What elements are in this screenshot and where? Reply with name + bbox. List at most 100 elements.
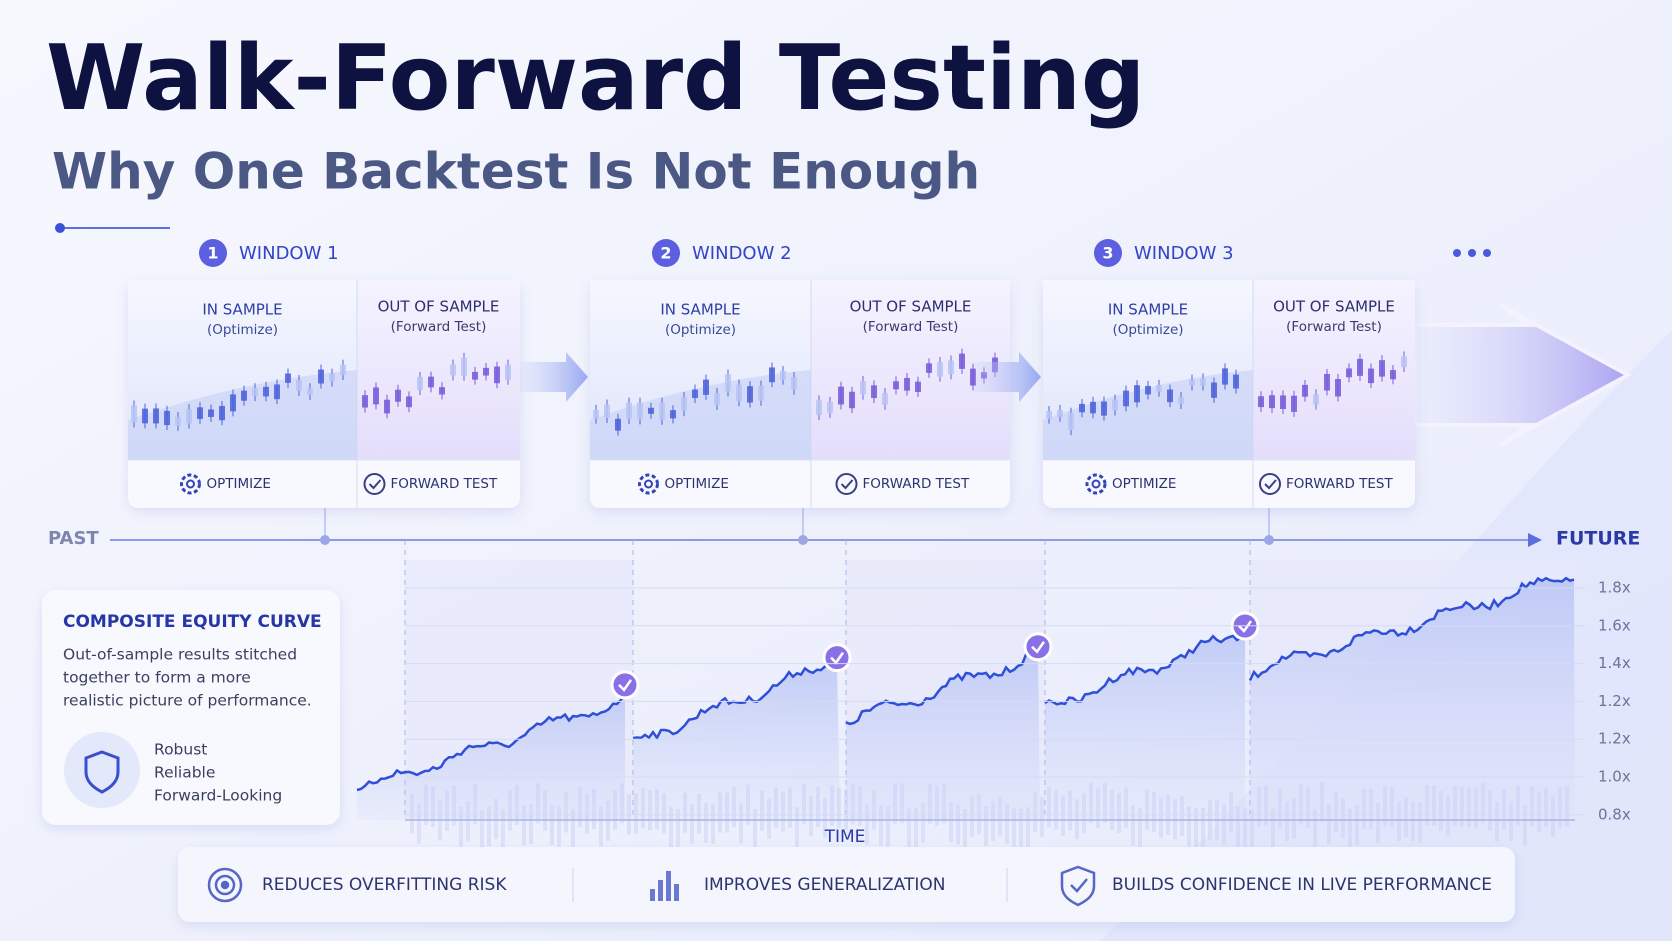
out-candle-body: [439, 387, 445, 395]
out-sample-panel: [1253, 280, 1415, 460]
bars-icon: [650, 871, 679, 901]
in-candle-body: [285, 373, 291, 383]
volume-bar: [921, 802, 925, 843]
in-candle-body: [1145, 385, 1151, 395]
benefit: REDUCES OVERFITTING RISK: [262, 875, 507, 895]
window: 3 WINDOW 3 IN SAMPLE (Optimize) OUT OF SAMPL…: [1043, 239, 1415, 545]
volume-bar: [1376, 803, 1380, 844]
out-sample-label: OUT OF SAMPLE: [850, 298, 972, 316]
in-candle-body: [747, 386, 753, 403]
y-axis-label: 1.8x: [1598, 579, 1631, 597]
in-sample-label: IN SAMPLE: [660, 301, 740, 319]
forward-test-label: FORWARD TEST: [391, 476, 498, 492]
gear-icon: [638, 473, 659, 495]
window-arrow: [975, 352, 1041, 402]
out-candle-body: [384, 399, 390, 414]
in-sample-note: (Optimize): [665, 322, 736, 338]
volume-bar: [522, 805, 526, 846]
in-candle-body: [263, 386, 269, 397]
card-text: together to form a more: [63, 669, 251, 687]
windows: 1 WINDOW 1 IN SAMPLE (Optimize) OUT OF SAMPL…: [128, 239, 1415, 545]
equity-line: [632, 664, 838, 741]
in-candle-body: [659, 402, 665, 420]
out-candle-body: [1346, 368, 1352, 378]
trait: Reliable: [154, 764, 215, 782]
in-candle-body: [648, 407, 654, 414]
out-candle-body: [1401, 356, 1407, 368]
equity-area: [1045, 634, 1245, 820]
in-candle-body: [670, 410, 676, 419]
out-candle-body: [849, 391, 855, 409]
card-title: COMPOSITE EQUITY CURVE: [63, 612, 322, 632]
in-sample-area: [590, 370, 811, 460]
volume-bar: [1026, 807, 1030, 848]
in-candle-body: [208, 409, 214, 417]
subtitle: Why One Backtest Is Not Enough: [52, 143, 980, 201]
card-text: realistic picture of performance.: [63, 692, 312, 710]
in-candle-body: [1222, 368, 1228, 385]
in-candle-body: [769, 367, 775, 383]
timeline-marker: [798, 535, 808, 545]
check-icon: [363, 473, 386, 495]
out-candle-body: [1269, 395, 1275, 409]
volume-bar: [711, 803, 715, 844]
out-sample-label: OUT OF SAMPLE: [378, 298, 500, 316]
in-candle-body: [1046, 410, 1052, 419]
in-candle-body: [1112, 399, 1118, 411]
check-badge: [822, 643, 852, 673]
volume-bar: [1523, 805, 1527, 846]
check-badge-mark: [1031, 641, 1046, 654]
in-candle-body: [197, 407, 203, 419]
out-candle-body: [937, 362, 943, 377]
out-candle-body: [472, 371, 478, 380]
volume-bar: [956, 804, 960, 845]
volume-bar: [865, 804, 869, 845]
more-dots: [1453, 249, 1491, 257]
in-candle-body: [736, 384, 742, 402]
volume-bar: [417, 803, 421, 844]
window-number: 3: [1102, 244, 1113, 263]
volume-bar: [1236, 806, 1240, 847]
trait: Forward-Looking: [154, 787, 282, 805]
volume-bar: [1005, 803, 1009, 844]
optimize-label: OPTIMIZE: [1112, 476, 1176, 492]
in-candle-body: [1079, 403, 1085, 413]
shield-badge: [64, 732, 140, 808]
in-sample-note: (Optimize): [1112, 322, 1183, 338]
volume-bar: [1327, 804, 1331, 845]
volume-bar: [459, 806, 463, 847]
out-candle-body: [1313, 394, 1319, 405]
in-candle-body: [1123, 390, 1129, 407]
volume-bar: [704, 802, 708, 843]
y-axis-label: 1.4x: [1598, 654, 1631, 672]
in-candle-body: [703, 379, 709, 395]
benefit: BUILDS CONFIDENCE IN LIVE PERFORMANCE: [1112, 875, 1492, 895]
in-candle-body: [329, 373, 335, 382]
in-candle-body: [1200, 378, 1206, 386]
out-candle-body: [461, 357, 467, 376]
in-candle-body: [274, 384, 280, 400]
in-candle-body: [1189, 379, 1195, 386]
out-candle-body: [505, 364, 511, 380]
equity-line: [356, 692, 627, 792]
out-candle-body: [970, 368, 976, 386]
in-candle-body: [186, 409, 192, 424]
out-candle-body: [838, 386, 844, 405]
in-candle-body: [164, 410, 170, 426]
in-candle-body: [131, 405, 137, 423]
in-candle-body: [1057, 409, 1063, 417]
in-candle-body: [252, 388, 258, 397]
in-candle-body: [714, 393, 720, 406]
in-candle-body: [692, 389, 698, 399]
in-candle-body: [791, 376, 797, 390]
in-candle-body: [681, 397, 687, 412]
timeline-end: FUTURE: [1556, 528, 1640, 550]
out-candle-body: [948, 360, 954, 375]
out-candle-body: [915, 381, 921, 393]
window: 1 WINDOW 1 IN SAMPLE (Optimize) OUT OF SAMPL…: [128, 239, 520, 545]
out-candle-body: [1291, 395, 1297, 412]
gear-hub: [186, 479, 195, 489]
out-sample-note: (Forward Test): [391, 319, 487, 335]
check-badge-mark: [618, 679, 633, 692]
out-candle-body: [1280, 395, 1286, 410]
